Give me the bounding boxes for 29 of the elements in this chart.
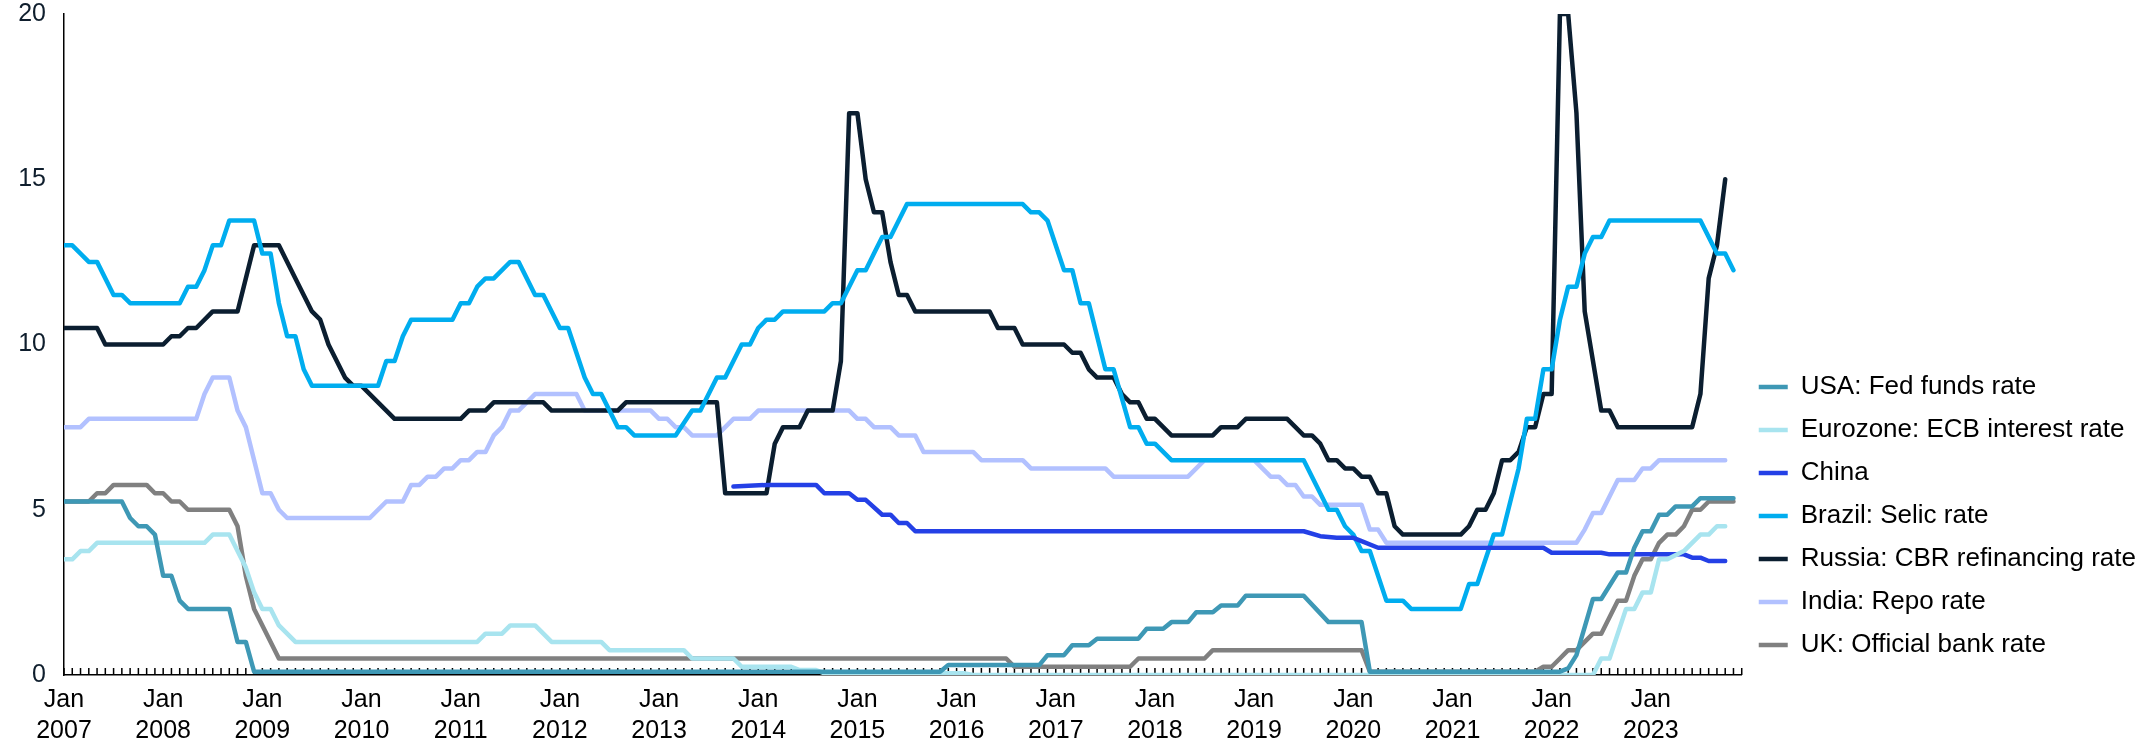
legend-label: USA: Fed funds rate: [1800, 370, 2037, 401]
x-tick-label: Jan 2017: [1027, 684, 1084, 744]
x-tick-label: Jan 2018: [1127, 684, 1183, 744]
x-tick-label: Jan 2023: [1623, 684, 1679, 744]
legend-label: Eurozone: ECB interest rate: [1800, 413, 2125, 444]
x-tick-label: Jan 2011: [433, 684, 488, 744]
x-tick-label: Jan 2010: [333, 684, 390, 744]
x-tick-label: Jan 2014: [730, 684, 787, 744]
x-tick-label: Jan 2019: [1226, 684, 1282, 744]
y-tick-label: 20: [18, 0, 46, 26]
x-tick-label: Jan 2009: [234, 684, 291, 744]
legend-label: UK: Official bank rate: [1800, 628, 2046, 659]
x-tick-label: Jan 2022: [1523, 684, 1580, 744]
x-tick-label: Jan 2008: [135, 684, 191, 744]
y-tick-label: 15: [18, 163, 46, 192]
y-tick-label: 5: [32, 493, 46, 522]
x-tick-label: Jan 2012: [532, 684, 588, 744]
legend-label: China: [1800, 456, 1870, 487]
x-tick-label: Jan 2016: [928, 684, 985, 744]
x-tick-label: Jan 2007: [36, 684, 92, 744]
y-tick-label: 0: [32, 658, 46, 687]
x-tick-label: Jan 2020: [1325, 684, 1382, 744]
legend-label: Brazil: Selic rate: [1800, 499, 1989, 530]
y-tick-label: 10: [18, 328, 46, 357]
x-tick-label: Jan 2021: [1424, 684, 1481, 744]
legend-label: Russia: CBR refinancing rate: [1800, 542, 2137, 573]
legend-label: India: Repo rate: [1800, 585, 1986, 616]
x-tick-label: Jan 2015: [829, 684, 886, 744]
x-tick-label: Jan 2013: [631, 684, 687, 744]
